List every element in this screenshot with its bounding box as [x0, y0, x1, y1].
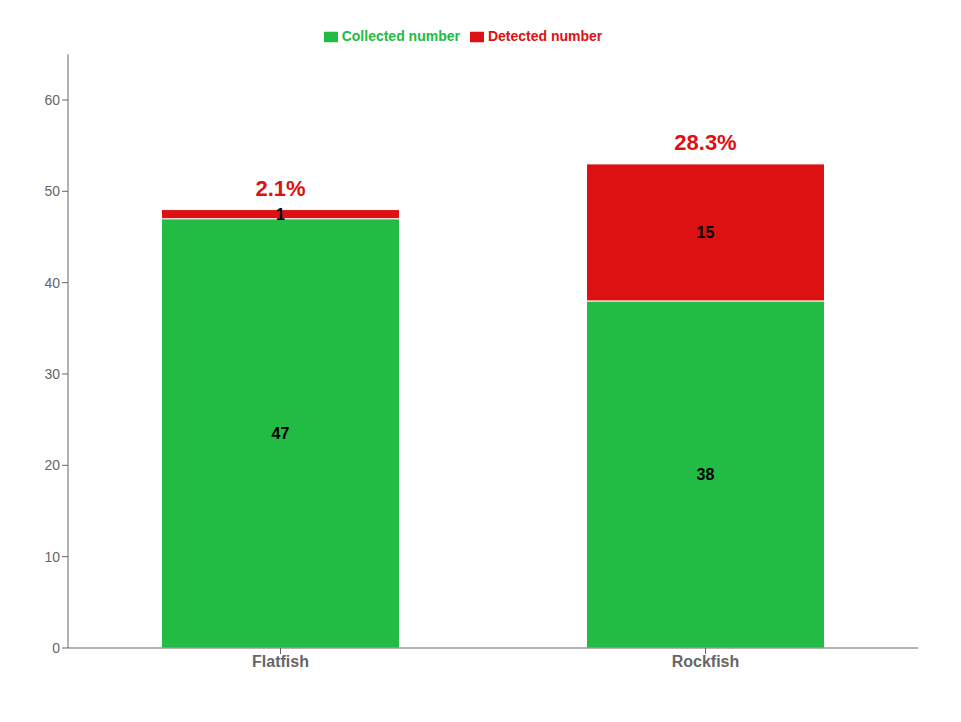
- svg-text:15: 15: [697, 224, 715, 241]
- svg-text:Flatfish: Flatfish: [252, 653, 309, 670]
- svg-text:2.1%: 2.1%: [255, 176, 305, 201]
- svg-text:38: 38: [697, 466, 715, 483]
- svg-text:28.3%: 28.3%: [674, 130, 736, 155]
- svg-text:30: 30: [44, 366, 60, 382]
- svg-text:47: 47: [272, 425, 290, 442]
- svg-text:Rockfish: Rockfish: [672, 653, 740, 670]
- svg-text:50: 50: [44, 183, 60, 199]
- html-text:Collected number: Collected number: [341, 28, 460, 44]
- html-text:Detected number: Detected number: [487, 28, 603, 44]
- svg-text:40: 40: [44, 275, 60, 291]
- svg-text:10: 10: [44, 549, 60, 565]
- svg-text:60: 60: [44, 92, 60, 108]
- svg-text:20: 20: [44, 457, 60, 473]
- svg-text:1: 1: [276, 206, 285, 223]
- svg-text:0: 0: [52, 640, 60, 656]
